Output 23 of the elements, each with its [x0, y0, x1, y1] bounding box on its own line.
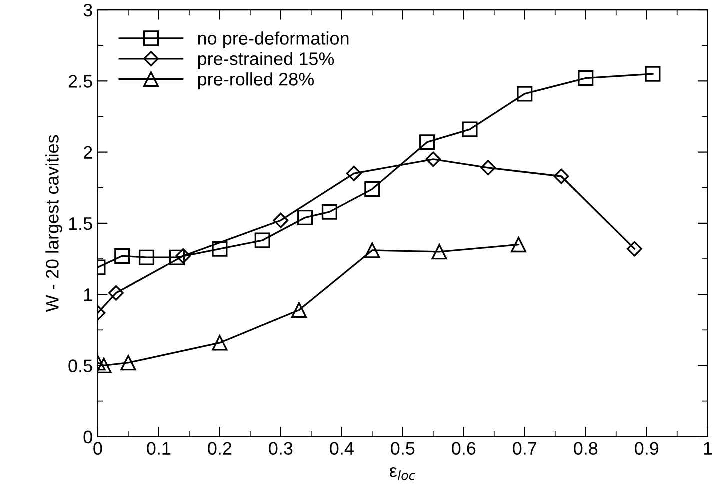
y-tick-label: 2: [84, 146, 92, 159]
legend-label: pre-rolled 28%: [198, 72, 314, 90]
y-tick-label: 0.5: [68, 360, 92, 372]
x-tick-label: 0.4: [330, 442, 354, 455]
x-tick-label: 0.7: [513, 442, 537, 455]
x-tick-label: 0: [94, 442, 102, 455]
legend-label: no pre-deformation: [198, 32, 349, 49]
y-tick-label: 1.5: [69, 218, 92, 230]
x-tick-label: 0.3: [269, 442, 293, 455]
x-tick-label: 0.8: [574, 442, 598, 455]
x-axis-title: ε$_{loc}$: [390, 467, 416, 480]
y-tick-label: 0: [84, 430, 92, 444]
x-tick-label: 0.6: [452, 442, 476, 455]
x-tick-label: 0.1: [147, 442, 171, 455]
y-tick-label: 2.5: [68, 75, 92, 88]
x-tick-label: 1: [704, 442, 712, 455]
y-tick-label: 1: [84, 288, 92, 302]
x-tick-label: 0.9: [635, 442, 659, 455]
y-tick-label: 3: [84, 4, 92, 17]
x-tick-label: 0.2: [208, 442, 232, 455]
y-axis-title: W - 20 largest cavities: [46, 135, 62, 312]
legend-label: pre-strained 15%: [198, 52, 334, 69]
x-tick-label: 0.5: [391, 442, 415, 455]
